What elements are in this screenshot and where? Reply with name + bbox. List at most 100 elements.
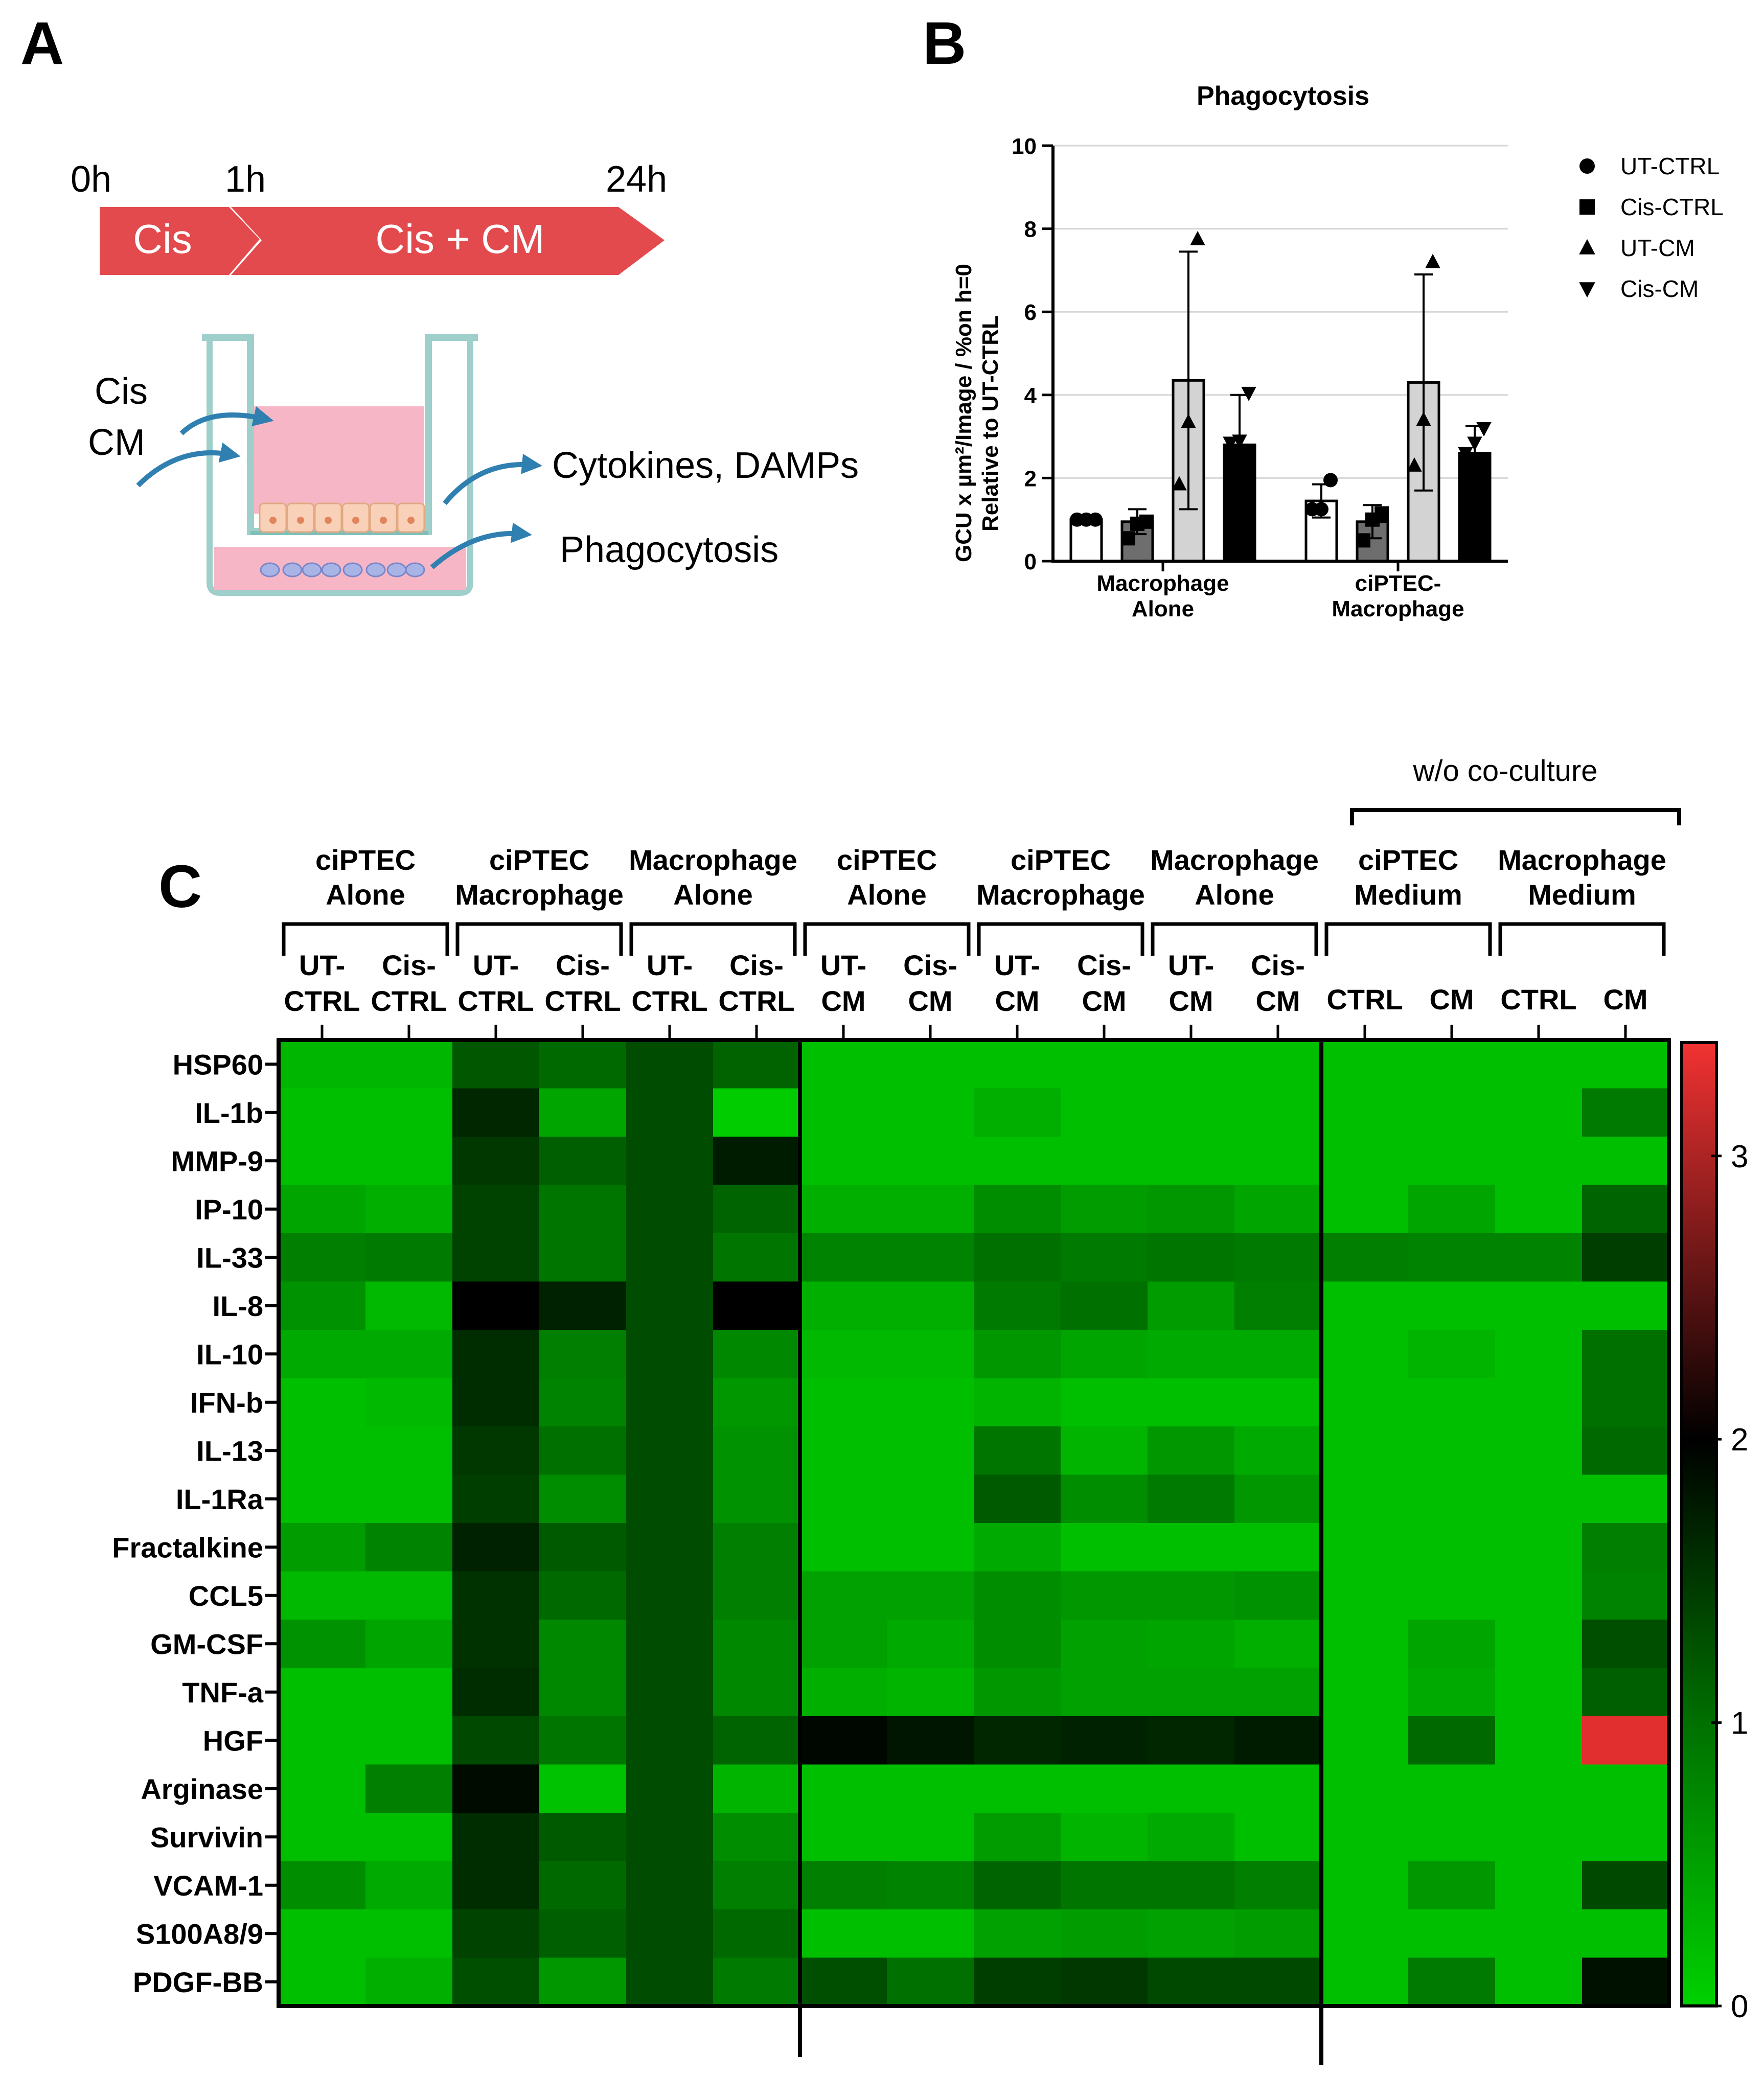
group-label: Macrophage <box>1150 844 1319 876</box>
group-bracket <box>629 922 797 956</box>
heatmap-cell <box>1582 1426 1669 1475</box>
row-label: Survivin <box>150 1821 263 1853</box>
heatmap-cell <box>887 1474 974 1524</box>
heatmap-cell <box>1321 1137 1409 1186</box>
heatmap-cell <box>1495 1137 1583 1186</box>
heatmap-cell <box>887 1426 974 1475</box>
transwell-diagram <box>202 334 478 596</box>
heatmap-cell <box>452 1474 540 1524</box>
heatmap-cell <box>800 1378 887 1427</box>
heatmap-cell <box>539 1426 627 1475</box>
heatmap-cell <box>1148 1861 1235 1910</box>
row-label: IP-10 <box>195 1193 263 1226</box>
heatmap-cell <box>800 1716 887 1765</box>
heatmap-cell <box>1234 1281 1322 1330</box>
group-label: ciPTEC <box>837 844 937 876</box>
heatmap-cell <box>626 1909 714 1958</box>
heatmap-cell <box>974 1233 1061 1282</box>
column-label: CM <box>908 985 952 1017</box>
heatmap-cell <box>365 1378 453 1427</box>
heatmap-cell <box>1495 1474 1583 1524</box>
panel-c-label: C <box>158 853 202 920</box>
heatmap-cell <box>1582 1764 1669 1813</box>
heatmap-cell <box>626 1861 714 1910</box>
row-label: Arginase <box>141 1773 263 1805</box>
heatmap-cell <box>365 1716 453 1765</box>
heatmap-cell <box>1582 1957 1669 2006</box>
heatmap-cell <box>279 1330 366 1379</box>
legend-label: UT-CM <box>1620 235 1695 261</box>
row-label: IL-1Ra <box>176 1483 264 1515</box>
heatmap-cell <box>1582 1137 1669 1186</box>
heatmap-cell <box>365 1620 453 1669</box>
heatmap-cell <box>800 1571 887 1620</box>
heatmap-cell <box>452 1523 540 1572</box>
heatmap-cell <box>1408 1088 1496 1137</box>
heatmap-cell <box>974 1813 1061 1862</box>
data-point <box>1314 502 1328 517</box>
heatmap-cell <box>1234 1378 1322 1427</box>
heatmap-cell <box>626 1716 714 1765</box>
heatmap-cell <box>1234 1185 1322 1234</box>
heatmap-cell <box>974 1040 1061 1089</box>
heatmap-cell <box>887 1716 974 1765</box>
bar-y-tick-label: 6 <box>1024 300 1037 325</box>
heatmap-cell <box>1495 1088 1583 1137</box>
heatmap-cell <box>887 1233 974 1282</box>
heatmap-cell <box>1234 1909 1322 1958</box>
row-label: GM-CSF <box>150 1628 263 1660</box>
heatmap-cell <box>713 1330 800 1379</box>
heatmap-cell <box>1495 1281 1583 1330</box>
heatmap-cell <box>279 1668 366 1717</box>
bar-y-tick-label: 8 <box>1024 217 1037 242</box>
heatmap-cell <box>974 1764 1061 1813</box>
heatmap-cell <box>1234 1571 1322 1620</box>
row-label: VCAM-1 <box>153 1870 263 1902</box>
heatmap-cell <box>279 1716 366 1765</box>
bar-y-axis-label: GCU x µm²/Image / %on h=0 Relative to UT… <box>951 264 1003 562</box>
data-point <box>1121 531 1135 546</box>
heatmap-cell <box>1408 1426 1496 1475</box>
heatmap-cell <box>887 1088 974 1137</box>
heatmap-cell <box>1321 1668 1409 1717</box>
heatmap-headers: ciPTECAloneUT-CTRLCis-CTRLciPTECMacropha… <box>282 844 1666 1040</box>
heatmap-cell <box>1234 1523 1322 1572</box>
data-point <box>1232 434 1247 449</box>
heatmap-cell <box>800 1668 887 1717</box>
heatmap-cell <box>1061 1571 1148 1620</box>
group-label: ciPTEC <box>315 844 416 876</box>
heatmap-cell <box>1582 1233 1669 1282</box>
group-bracket <box>803 922 971 956</box>
heatmap-cell <box>1148 1957 1235 2006</box>
heatmap-cell <box>539 1378 627 1427</box>
heatmap-cell <box>713 1716 800 1765</box>
heatmap-cell <box>1148 1040 1235 1089</box>
heatmap-cell <box>974 1716 1061 1765</box>
heatmap-cell <box>800 1620 887 1669</box>
heatmap-cell <box>1495 1668 1583 1717</box>
heatmap-cell <box>452 1378 540 1427</box>
heatmap-cell <box>800 1523 887 1572</box>
heatmap-cell <box>1495 1909 1583 1958</box>
heatmap-cell <box>1582 1474 1669 1524</box>
heatmap-frame <box>277 1038 1671 2065</box>
heatmap-cell <box>452 1233 540 1282</box>
heatmap-cell <box>1408 1764 1496 1813</box>
heatmap-cell <box>974 1281 1061 1330</box>
column-label: UT- <box>647 949 693 981</box>
heatmap-cell <box>713 1137 800 1186</box>
heatmap-cell <box>279 1861 366 1910</box>
bar-y-tick-label: 0 <box>1024 549 1037 574</box>
heatmap-cell <box>1495 1571 1583 1620</box>
heatmap-cell <box>1495 1426 1583 1475</box>
heatmap-cell <box>1061 1668 1148 1717</box>
heatmap-cell <box>974 1620 1061 1669</box>
heatmap-cell <box>626 1957 714 2006</box>
heatmap-cell <box>1061 1426 1148 1475</box>
heatmap-cell <box>800 1040 887 1089</box>
heatmap-cell <box>800 1426 887 1475</box>
heatmap-cell <box>539 1040 627 1089</box>
heatmap-cell <box>1582 1330 1669 1379</box>
heatmap-cell <box>452 1571 540 1620</box>
heatmap-cell <box>1408 1716 1496 1765</box>
